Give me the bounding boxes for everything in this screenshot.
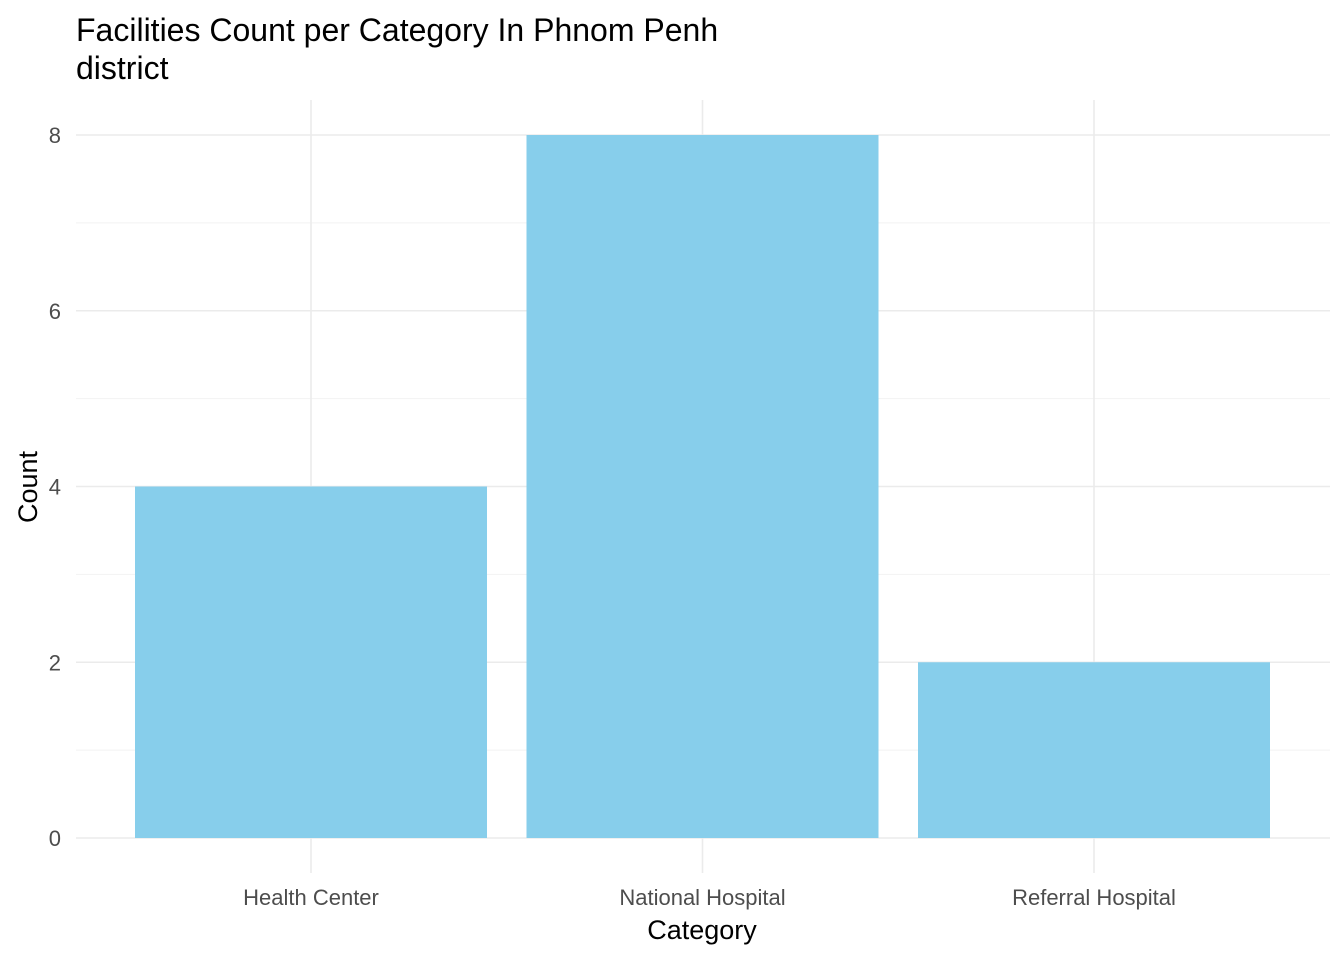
x-tick-label: Health Center	[243, 885, 379, 910]
x-axis-tick-labels: Health Center National Hospital Referral H…	[243, 885, 1176, 910]
bar-health-center	[135, 486, 487, 838]
x-tick-label: National Hospital	[619, 885, 785, 910]
y-tick-label: 0	[49, 826, 61, 851]
bar-referral-hospital	[918, 662, 1270, 838]
y-axis-title: Count	[13, 450, 43, 523]
y-tick-label: 6	[49, 299, 61, 324]
chart-title-line-1: Facilities Count per Category In Phnom P…	[76, 12, 718, 48]
x-tick-label: Referral Hospital	[1012, 885, 1176, 910]
y-axis-tick-labels: 0 2 4 6 8	[49, 123, 61, 851]
y-tick-label: 4	[49, 475, 61, 500]
x-axis-title: Category	[647, 915, 757, 945]
chart-title-line-2: district	[76, 50, 169, 86]
y-tick-label: 2	[49, 650, 61, 675]
bars	[135, 135, 1270, 838]
bar-national-hospital	[526, 135, 879, 838]
y-tick-label: 8	[49, 123, 61, 148]
